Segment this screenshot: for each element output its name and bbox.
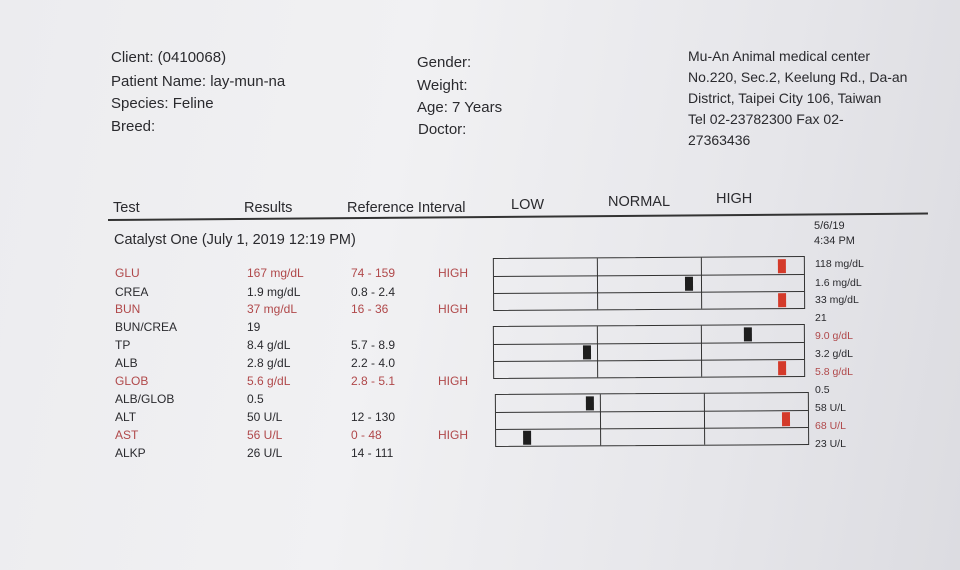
- result-value: 8.4 g/dL: [247, 338, 291, 352]
- reference-interval: 2.2 - 4.0: [351, 356, 396, 370]
- result-value: 1.9 mg/dL: [247, 285, 301, 299]
- weight: Weight:: [417, 77, 468, 94]
- previous-value: 23 U/L: [815, 438, 846, 450]
- previous-value: 58 U/L: [815, 402, 846, 414]
- doctor: Doctor:: [418, 121, 467, 138]
- section-title: Catalyst One (July 1, 2019 12:19 PM): [114, 232, 356, 248]
- prev-date: 5/6/19: [814, 220, 845, 232]
- result-marker: [684, 276, 694, 291]
- result-marker: [781, 412, 791, 427]
- result-value: 5.6 g/dL: [247, 374, 291, 388]
- test-name: BUN/CREA: [115, 320, 178, 334]
- test-name: GLOB: [115, 374, 149, 388]
- client-id: Client: (0410068): [111, 49, 227, 66]
- result-value: 2.8 g/dL: [247, 356, 291, 370]
- flag: HIGH: [438, 266, 468, 280]
- test-name: ALB: [115, 356, 138, 370]
- gender: Gender:: [417, 54, 472, 71]
- test-name: ALT: [115, 410, 137, 424]
- previous-value: 5.8 g/dL: [815, 366, 853, 378]
- clinic-line: Tel 02-23782300 Fax 02-: [688, 111, 844, 127]
- clinic-line: 27363436: [688, 132, 751, 148]
- result-marker: [582, 345, 592, 360]
- test-name: ALKP: [115, 446, 146, 460]
- flag: HIGH: [438, 428, 468, 442]
- previous-value: 21: [815, 312, 827, 324]
- previous-value: 9.0 g/dL: [815, 330, 853, 342]
- previous-value: 33 mg/dL: [815, 294, 859, 306]
- previous-value: 68 U/L: [815, 420, 846, 432]
- reference-interval: 16 - 36: [351, 302, 389, 316]
- age: Age: 7 Years: [417, 99, 503, 116]
- previous-value: 118 mg/dL: [815, 258, 864, 270]
- species: Species: Feline: [111, 95, 214, 112]
- result-marker: [778, 361, 787, 376]
- previous-value: 0.5: [815, 384, 830, 396]
- reference-interval: 0 - 48: [351, 428, 382, 442]
- bar-group: [494, 392, 810, 447]
- col-reference: Reference Interval: [347, 200, 466, 216]
- bar-row-divider: [493, 342, 804, 345]
- header-rule: [107, 212, 928, 221]
- reference-interval: 74 - 159: [351, 266, 396, 280]
- col-normal: NORMAL: [608, 194, 671, 210]
- reference-interval: 2.8 - 5.1: [351, 374, 396, 388]
- result-marker: [743, 327, 752, 342]
- bar-row-divider: [495, 410, 808, 413]
- reference-interval: 0.8 - 2.4: [351, 285, 396, 299]
- reference-interval: 5.7 - 8.9: [351, 338, 396, 352]
- result-value: 26 U/L: [247, 446, 283, 460]
- clinic-address: Mu-An Animal medical center No.220, Sec.…: [688, 46, 907, 151]
- test-name: ALB/GLOB: [115, 392, 175, 406]
- flag: HIGH: [438, 302, 468, 316]
- bar-group: [492, 324, 806, 379]
- col-high: HIGH: [716, 191, 753, 207]
- test-name: TP: [115, 338, 131, 352]
- bar-row-divider: [494, 359, 805, 362]
- bar-row-divider: [493, 274, 804, 277]
- result-value: 50 U/L: [247, 410, 283, 424]
- result-marker: [777, 259, 786, 274]
- test-name: GLU: [115, 266, 140, 280]
- bar-row-divider: [494, 291, 805, 294]
- result-value: 56 U/L: [247, 428, 283, 442]
- reference-interval: 14 - 111: [351, 446, 394, 460]
- result-marker: [778, 293, 787, 308]
- breed: Breed:: [111, 118, 156, 135]
- col-test: Test: [113, 200, 140, 216]
- result-value: 37 mg/dL: [247, 302, 298, 316]
- col-results: Results: [244, 200, 293, 216]
- test-name: AST: [115, 428, 139, 442]
- result-value: 19: [247, 320, 261, 334]
- clinic-line: No.220, Sec.2, Keelung Rd., Da-an: [688, 69, 908, 85]
- clinic-line: Mu-An Animal medical center: [688, 48, 871, 64]
- test-name: CREA: [115, 285, 149, 299]
- clinic-line: District, Taipei City 106, Taiwan: [688, 90, 882, 106]
- col-low: LOW: [511, 197, 545, 213]
- result-value: 167 mg/dL: [247, 266, 304, 280]
- patient-name: Patient Name: lay-mun-na: [111, 73, 286, 90]
- range-divider: [599, 394, 602, 446]
- result-marker: [523, 430, 532, 445]
- range-divider: [596, 258, 599, 310]
- prev-time: 4:34 PM: [814, 235, 855, 247]
- range-divider: [700, 325, 703, 377]
- bar-row-divider: [496, 427, 809, 430]
- range-divider: [596, 326, 599, 378]
- previous-value: 3.2 g/dL: [815, 348, 853, 360]
- result-value: 0.5: [247, 392, 264, 406]
- reference-interval: 12 - 130: [351, 410, 396, 424]
- range-divider: [703, 393, 706, 445]
- previous-value: 1.6 mg/dL: [815, 277, 862, 289]
- bar-group: [492, 256, 806, 311]
- test-name: BUN: [115, 302, 141, 316]
- range-divider: [700, 257, 703, 309]
- flag: HIGH: [438, 374, 468, 388]
- result-marker: [585, 396, 594, 411]
